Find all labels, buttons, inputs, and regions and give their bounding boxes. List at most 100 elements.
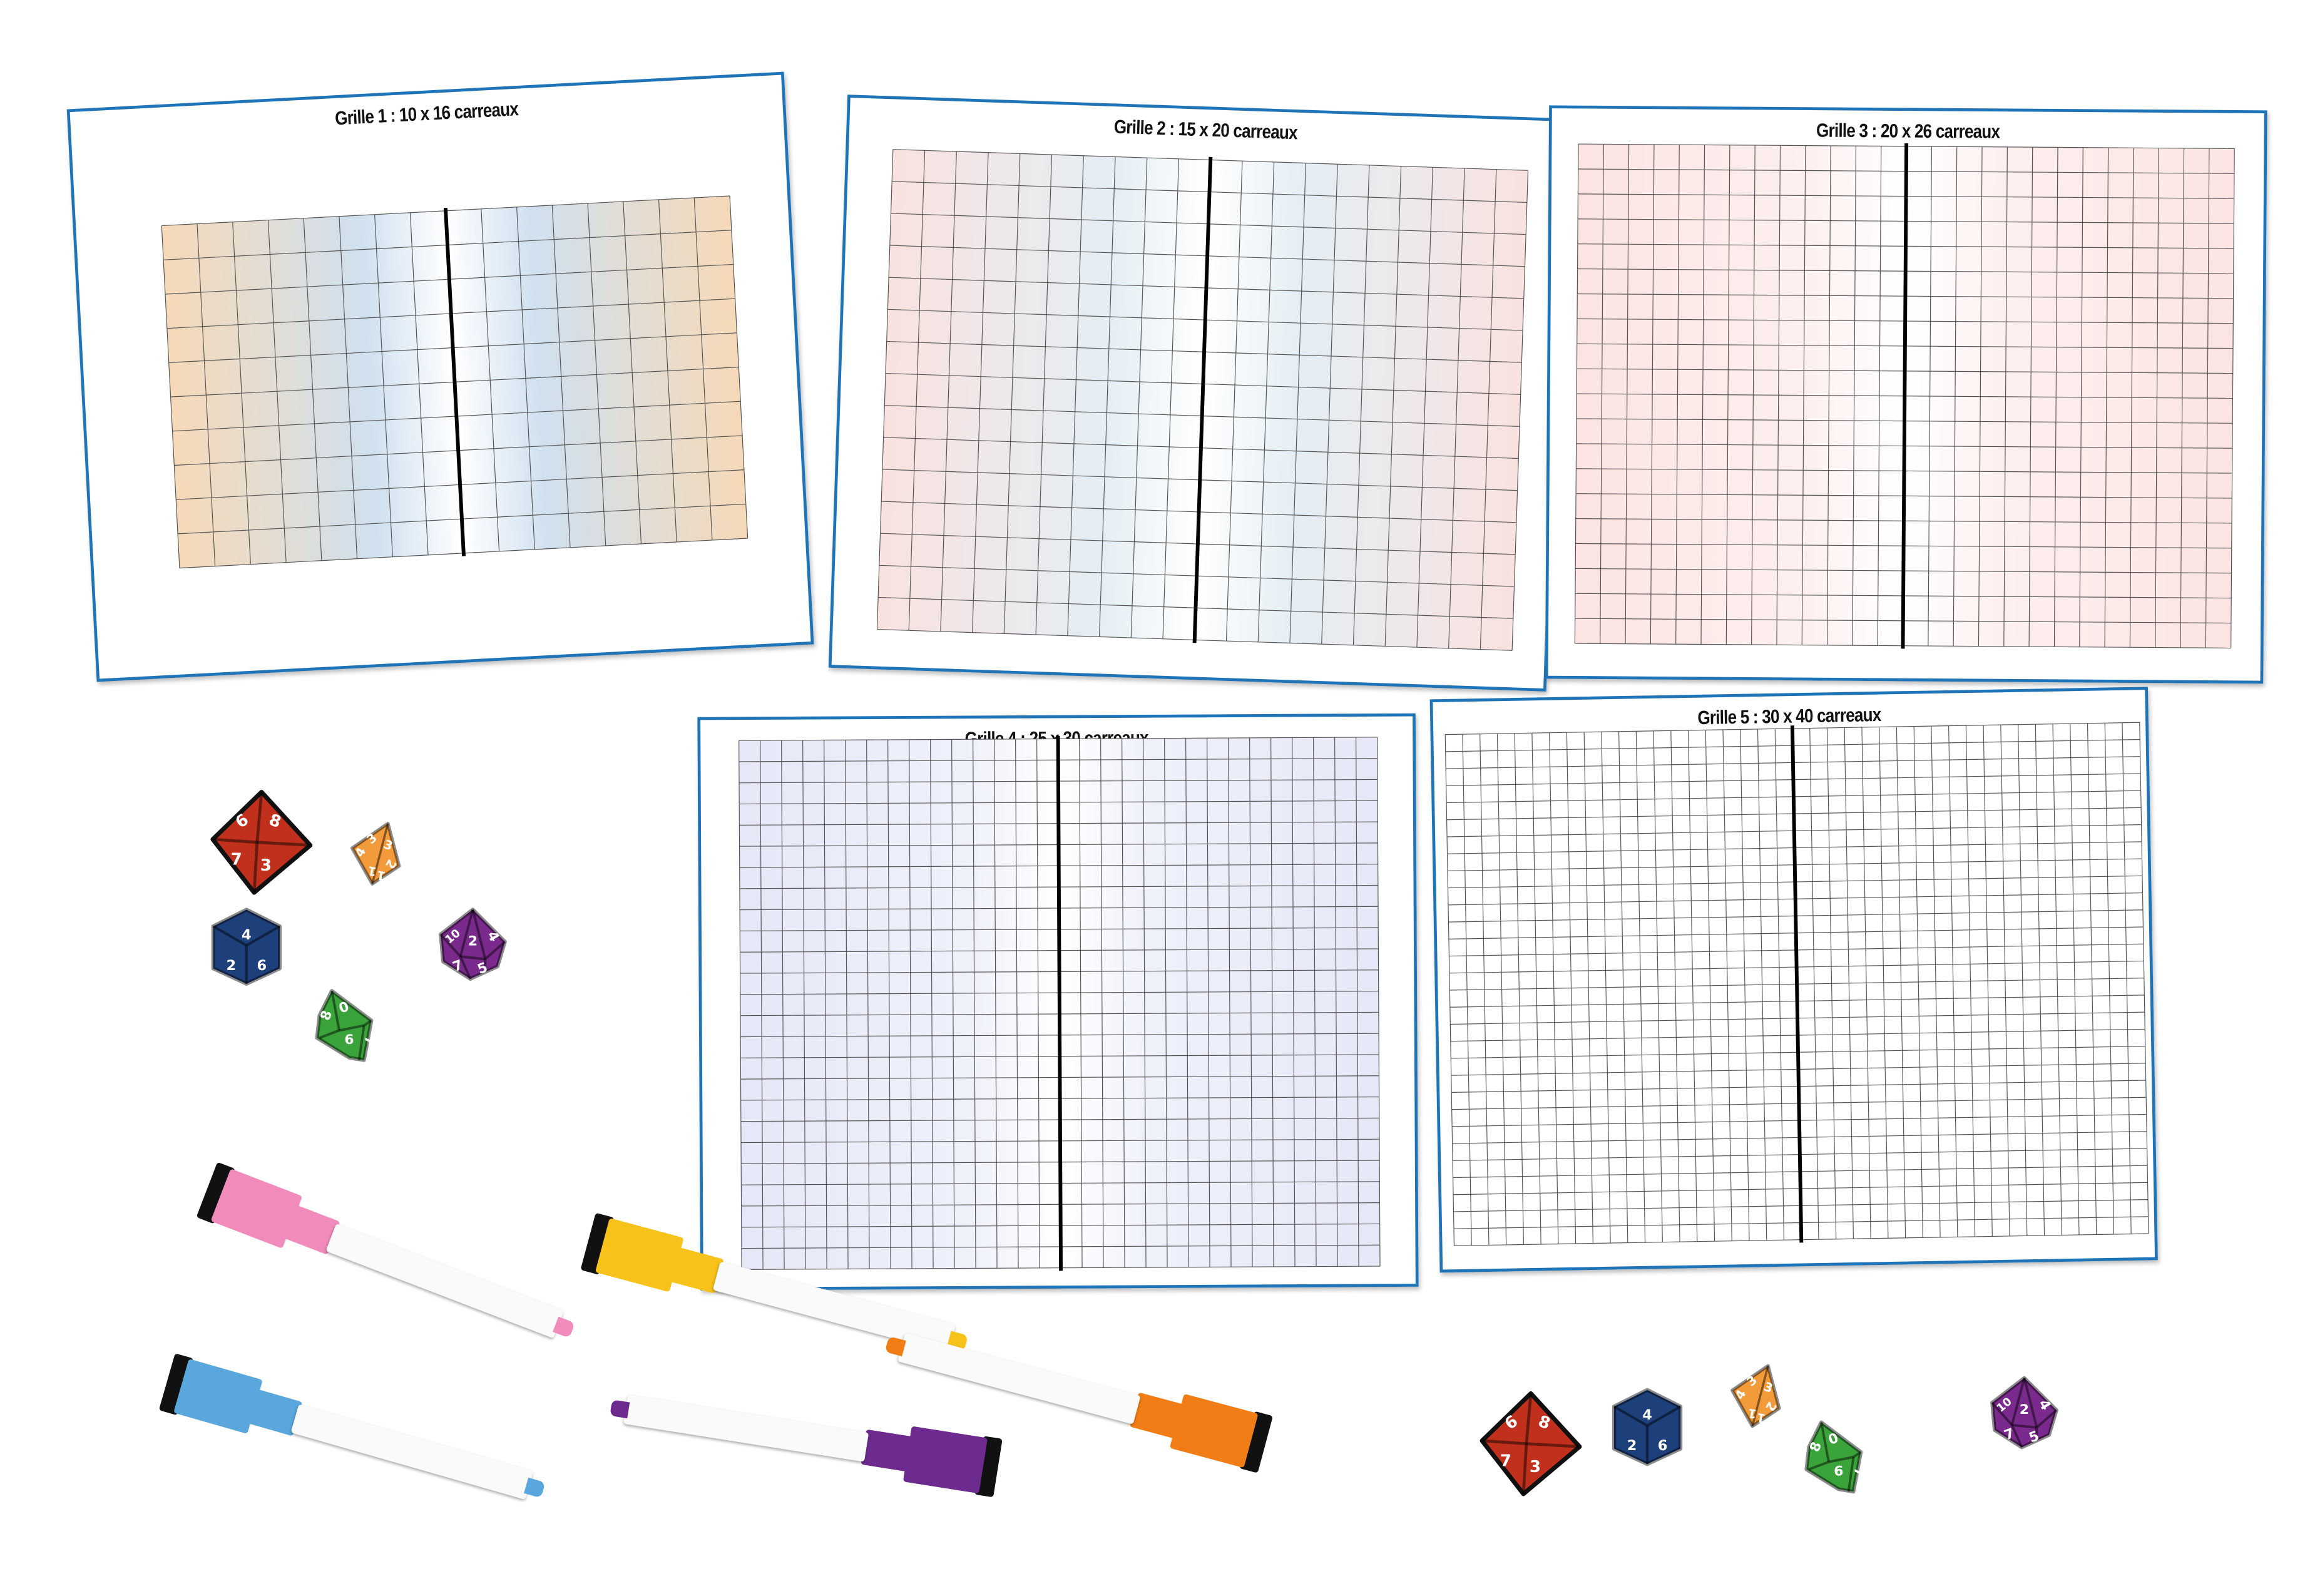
die-edge: [1828, 1455, 1854, 1463]
grid-svg: [739, 735, 1381, 1271]
grid-column-line: [1122, 738, 1125, 1268]
die-number: 6: [1658, 1438, 1668, 1454]
grid-column-line: [1352, 165, 1370, 645]
die-edge: [471, 909, 487, 959]
die-edge: [1808, 1460, 1829, 1471]
die-number: 4: [242, 927, 252, 943]
die-edge: [459, 956, 472, 980]
marker-cap: [902, 1426, 988, 1494]
grid-column-line: [1079, 739, 1083, 1268]
die-number: 2: [468, 934, 478, 949]
die-body: [439, 908, 507, 981]
die-edge: [1820, 1422, 1830, 1463]
die-number: 1: [1747, 1406, 1757, 1421]
grid-column-line: [1313, 737, 1317, 1267]
die-edge: [484, 941, 506, 960]
grid-sheet-3: Grille 3 : 20 x 26 carreaux: [1545, 105, 2267, 684]
die-edge: [363, 1019, 372, 1027]
grid-sheet-1: Grille 1 : 10 x 16 carreaux: [66, 71, 814, 682]
die-body: [1730, 1364, 1781, 1428]
die-number: 3: [260, 856, 272, 875]
grid-center-line: [1192, 156, 1213, 643]
die-body: [211, 908, 282, 986]
grid-sheet-2: Grille 2 : 15 x 20 carreaux: [828, 95, 1566, 692]
die-edge: [330, 990, 341, 1031]
grid-column-line: [909, 739, 912, 1269]
grid-column-line: [1207, 738, 1210, 1267]
die-edge: [2023, 1378, 2038, 1428]
grid-column-line: [1130, 158, 1148, 638]
grid-column-line: [781, 740, 785, 1270]
grid-column-line: [845, 740, 849, 1269]
die-d10: 10 2 4 7 5: [1986, 1374, 2077, 1473]
die-body: [1612, 1388, 1683, 1466]
die-number: 6: [344, 1032, 354, 1048]
grid-column-line: [1225, 161, 1243, 642]
grid-column-line: [760, 740, 764, 1270]
die-number: 2: [1627, 1438, 1637, 1454]
grid-column-line: [1228, 738, 1232, 1267]
die-edge: [212, 925, 247, 947]
grid-column-line: [1270, 737, 1274, 1267]
die-number: 7: [362, 1036, 377, 1045]
grid-column-line: [1416, 167, 1433, 648]
grid-column-line: [887, 739, 891, 1269]
die-edge: [212, 837, 257, 844]
die-number: 1: [376, 867, 386, 883]
grid-3: [1574, 143, 2235, 649]
die-edge: [255, 792, 263, 842]
grid-sheet-4: Grille 4 : 25 x 30 carreaux: [697, 713, 1419, 1291]
die-number: 5: [476, 959, 490, 978]
die-edge: [2010, 1378, 2026, 1426]
die-number: 5: [2027, 1428, 2042, 1446]
die-edge: [459, 909, 474, 957]
grid-column-line: [876, 149, 894, 630]
grid-column-line: [1098, 156, 1116, 637]
grid-column-line: [1292, 737, 1296, 1267]
die-body: [1804, 1420, 1863, 1494]
die-edge: [2010, 1425, 2023, 1448]
grid-column-line: [1321, 164, 1338, 645]
die-number: 7: [451, 957, 465, 975]
grid-column-line: [1257, 161, 1275, 642]
grid-column-line: [994, 739, 998, 1269]
grid-column-line: [1015, 739, 1019, 1269]
grid-column-line: [1035, 155, 1053, 635]
die-edge: [1853, 1451, 1862, 1458]
grid-svg: [161, 195, 749, 569]
die-edge: [357, 1025, 365, 1061]
die-edge: [1525, 1393, 1533, 1444]
grid-column-line: [1036, 739, 1040, 1268]
die-number: 3: [1530, 1458, 1541, 1476]
die-edge: [1991, 1401, 2013, 1426]
die-number: 7: [2002, 1426, 2016, 1444]
marker-blue: [158, 1351, 566, 1525]
sheet-title: Grille 2 : 15 x 20 carreaux: [1113, 115, 1298, 144]
die-edge: [1526, 1442, 1580, 1448]
die-number: 6: [257, 958, 267, 974]
sheet-title: Grille 1 : 10 x 16 carreaux: [334, 97, 519, 130]
die-edge: [1847, 1456, 1855, 1492]
grid-column-line: [1164, 738, 1168, 1267]
die-number: 2: [227, 958, 237, 974]
die-number: 7: [1851, 1467, 1866, 1476]
die-body: [1480, 1391, 1582, 1496]
grid-center-line: [1790, 725, 1804, 1243]
die-edge: [339, 1024, 365, 1032]
die-number: 6: [1834, 1464, 1843, 1480]
die-edge: [257, 841, 310, 847]
grid-column-line: [930, 739, 934, 1269]
die-edge: [1481, 1439, 1527, 1446]
grid-column-line: [1480, 169, 1497, 650]
grid-column-line: [1185, 738, 1189, 1267]
die-edge: [439, 933, 462, 958]
die-edge: [2011, 1423, 2037, 1429]
die-number: 1: [367, 863, 377, 879]
grid-column-line: [1377, 737, 1381, 1267]
marker-barrel: [623, 1394, 869, 1462]
marker-tip: [524, 1476, 546, 1498]
